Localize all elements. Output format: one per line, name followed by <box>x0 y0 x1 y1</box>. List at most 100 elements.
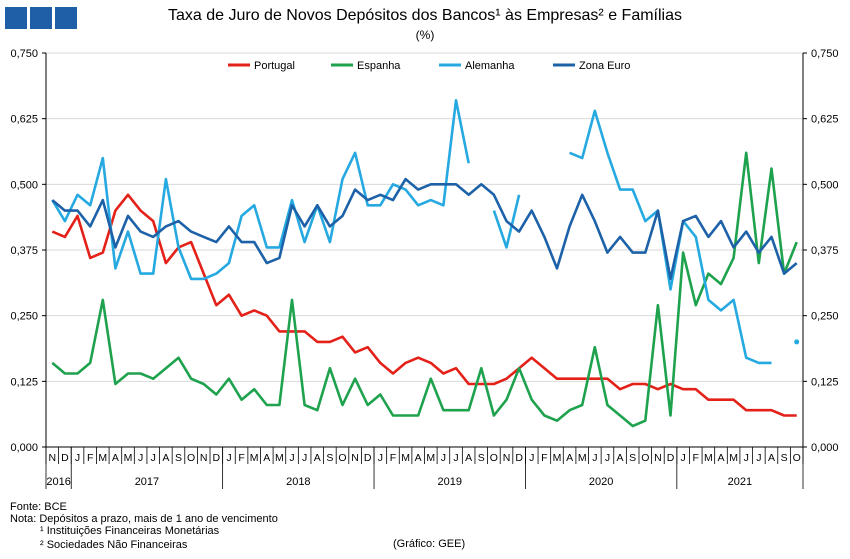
x-tick-label: J <box>226 452 231 464</box>
x-tick-label: D <box>667 452 675 464</box>
x-tick-label: D <box>61 452 69 464</box>
chart-credit: (Gráfico: GEE) <box>393 538 466 550</box>
x-tick-label: D <box>515 452 523 464</box>
x-tick-label: J <box>529 452 534 464</box>
logo-square-1 <box>5 7 27 29</box>
y-tick-label: 0,625 <box>10 114 38 126</box>
logo-square-2 <box>30 7 52 29</box>
chart-title: Taxa de Juro de Novos Depósitos dos Banc… <box>167 7 682 24</box>
x-tick-label: M <box>729 452 738 464</box>
y-tick-label: 0,125 <box>10 376 38 388</box>
x-tick-label: F <box>87 452 93 464</box>
x-tick-label: J <box>302 452 307 464</box>
y-tick-label: 0,250 <box>10 311 38 323</box>
x-tick-label: M <box>426 452 435 464</box>
x-tick-label: F <box>390 452 396 464</box>
x-tick-label: J <box>151 452 156 464</box>
x-tick-label: J <box>378 452 383 464</box>
x-tick-label: J <box>289 452 294 464</box>
x-tick-label: A <box>617 452 624 464</box>
x-tick-label: O <box>490 452 498 464</box>
chart-subtitle: (%) <box>415 28 435 42</box>
x-tick-label: J <box>681 452 686 464</box>
legend-label: Espanha <box>357 60 401 72</box>
year-label: 2019 <box>437 476 461 488</box>
year-label: 2018 <box>286 476 310 488</box>
legend-label: Zona Euro <box>579 60 630 72</box>
x-tick-label: A <box>112 452 119 464</box>
x-tick-label: S <box>326 452 333 464</box>
x-tick-label: J <box>744 452 749 464</box>
x-tick-label: J <box>592 452 597 464</box>
x-tick-label: M <box>98 452 107 464</box>
y-tick-label: 0,750 <box>10 48 38 60</box>
footer-note: Nota: Depósitos a prazo, mais de 1 ano d… <box>10 513 278 525</box>
x-tick-label: F <box>541 452 547 464</box>
x-tick-label: F <box>238 452 244 464</box>
x-tick-label: M <box>250 452 259 464</box>
y2-tick-label: 0,375 <box>811 245 839 257</box>
y2-tick-label: 0,125 <box>811 376 839 388</box>
x-tick-label: S <box>629 452 636 464</box>
y-tick-label: 0,375 <box>10 245 38 257</box>
x-tick-label: S <box>478 452 485 464</box>
legend-label: Alemanha <box>465 60 515 72</box>
y-tick-label: 0,000 <box>10 442 38 454</box>
x-tick-label: A <box>717 452 724 464</box>
logo-square-3 <box>55 7 77 29</box>
x-tick-label: N <box>654 452 662 464</box>
x-tick-label: J <box>75 452 80 464</box>
x-tick-label: A <box>162 452 169 464</box>
x-tick-label: F <box>693 452 699 464</box>
x-tick-label: J <box>756 452 761 464</box>
footer-note-2: ² Sociedades Não Financeiras <box>40 539 188 551</box>
x-tick-label: M <box>124 452 133 464</box>
x-tick-label: O <box>338 452 346 464</box>
x-tick-label: S <box>175 452 182 464</box>
x-tick-label: M <box>704 452 713 464</box>
x-tick-label: A <box>465 452 472 464</box>
y2-tick-label: 0,500 <box>811 179 839 191</box>
year-label: 2021 <box>728 476 752 488</box>
x-tick-label: M <box>578 452 587 464</box>
x-tick-label: A <box>263 452 270 464</box>
legend: Portugal Espanha Alemanha Zona Euro <box>228 60 630 72</box>
x-tick-label: D <box>213 452 221 464</box>
x-tick-label: N <box>351 452 359 464</box>
y2-tick-label: 0,250 <box>811 311 839 323</box>
x-tick-label: N <box>200 452 208 464</box>
x-tick-label: J <box>441 452 446 464</box>
series-layer <box>51 99 800 428</box>
x-tick-label: A <box>768 452 775 464</box>
x-tick-label: J <box>605 452 610 464</box>
axis-layer: 0,000 0,000 0,125 0,125 0,250 0,250 0,375 0,375… <box>10 48 839 489</box>
series-line-alemanha <box>569 109 772 365</box>
x-tick-label: M <box>275 452 284 464</box>
x-tick-label: A <box>415 452 422 464</box>
x-tick-label: O <box>793 452 801 464</box>
x-tick-label: D <box>364 452 372 464</box>
year-label: 2020 <box>589 476 613 488</box>
year-label: 2017 <box>135 476 159 488</box>
series-line-alemanha <box>51 99 470 281</box>
x-tick-label: S <box>781 452 788 464</box>
x-tick-label: A <box>314 452 321 464</box>
y2-tick-label: 0,000 <box>811 442 839 454</box>
y2-tick-label: 0,625 <box>811 114 839 126</box>
series-line-alemanha <box>492 194 521 249</box>
x-tick-label: J <box>453 452 458 464</box>
x-tick-label: O <box>187 452 195 464</box>
x-tick-label: N <box>49 452 57 464</box>
x-tick-label: M <box>553 452 562 464</box>
footer-note-1: ¹ Instituições Financeiras Monetárias <box>40 525 220 537</box>
year-label: 2016 <box>46 476 70 488</box>
y2-tick-label: 0,750 <box>811 48 839 60</box>
series-line-zona-euro <box>51 177 798 281</box>
x-tick-label: J <box>138 452 143 464</box>
y-tick-label: 0,500 <box>10 179 38 191</box>
series-point-alemanha <box>794 339 800 345</box>
footer-source: Fonte: BCE <box>10 501 67 513</box>
x-tick-label: M <box>401 452 410 464</box>
x-tick-label: N <box>503 452 511 464</box>
